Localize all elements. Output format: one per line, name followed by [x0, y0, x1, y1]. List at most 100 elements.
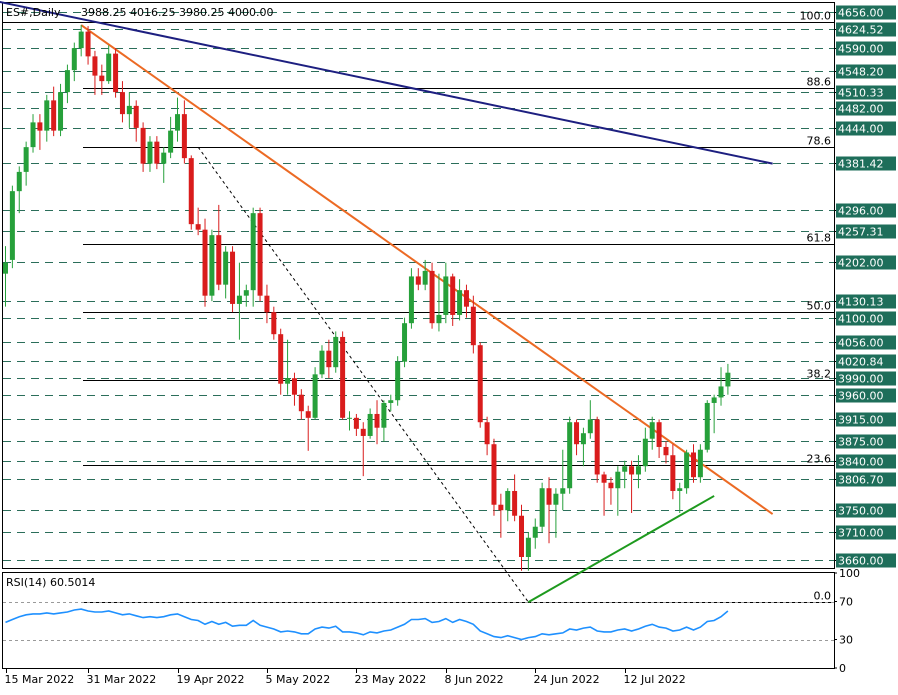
candle	[140, 122, 146, 172]
candle	[99, 64, 105, 95]
candle-body-bull	[58, 92, 64, 131]
candle-body-bull	[457, 290, 463, 315]
candle-body-bear	[202, 229, 208, 296]
price-label: 4656.00	[838, 7, 884, 20]
candle	[629, 460, 635, 513]
candle-body-bear	[463, 290, 469, 307]
candle	[725, 363, 731, 395]
candle	[663, 441, 669, 464]
candle-body-bull	[567, 422, 573, 489]
price-label-box	[836, 121, 896, 136]
candle	[147, 136, 153, 172]
candle-body-bull	[161, 152, 167, 164]
candle	[684, 449, 690, 494]
candle	[257, 207, 263, 302]
candle-body-bull	[718, 386, 724, 398]
candle-body-bull	[168, 130, 174, 153]
candle	[546, 477, 552, 544]
candle	[312, 367, 318, 420]
price-label-box	[836, 156, 896, 171]
candle	[9, 185, 15, 269]
candle	[484, 416, 490, 456]
price-label: 3960.00	[838, 390, 884, 403]
candle-body-bear	[291, 378, 297, 395]
candle-body-bull	[622, 466, 628, 472]
candle-body-bull	[16, 171, 22, 192]
candle	[470, 295, 476, 354]
candle	[635, 455, 641, 489]
candle	[168, 116, 174, 159]
candle	[580, 427, 586, 467]
candle-body-bear	[298, 394, 304, 412]
rsi-title: RSI(14) 60.5014	[6, 576, 95, 589]
price-label-box	[836, 255, 896, 270]
candle	[601, 471, 607, 516]
candle	[16, 166, 22, 214]
candle	[704, 400, 710, 453]
candle-body-bear	[37, 122, 43, 131]
candle-body-bear	[278, 334, 284, 384]
candle	[553, 488, 559, 538]
x-tick-label: 12 Jul 2022	[624, 673, 686, 686]
candle-body-bear	[326, 350, 332, 368]
candle	[539, 482, 545, 533]
candle	[532, 518, 538, 549]
candle-body-bull	[106, 53, 112, 82]
candle-body-bull	[408, 276, 414, 324]
price-label: 4624.52	[838, 24, 884, 37]
price-label: 3915.00	[838, 414, 884, 427]
candle-body-bear	[340, 336, 346, 418]
candle	[51, 86, 57, 137]
price-label: 4510.33	[838, 87, 884, 100]
candle	[498, 493, 504, 538]
candle	[367, 408, 373, 439]
candle-body-bull	[285, 378, 291, 384]
x-tick-label: 8 Jun 2022	[445, 673, 504, 686]
candle	[574, 419, 580, 456]
candle-body-bull	[78, 31, 84, 49]
candle	[360, 422, 366, 477]
candle-body-bull	[525, 537, 531, 557]
candle	[126, 92, 132, 128]
candle-body-bull	[3, 262, 8, 274]
price-label: 4444.00	[838, 123, 884, 136]
price-label: 4381.42	[838, 158, 884, 171]
rsi-panel-frame	[2, 572, 835, 669]
candle	[422, 259, 428, 291]
candle-body-bull	[23, 147, 29, 172]
price-label: 3875.00	[838, 436, 884, 449]
fib-label: 50.0	[807, 300, 832, 313]
candle	[381, 400, 387, 442]
candle	[697, 444, 703, 483]
price-label-box	[836, 224, 896, 239]
candle-body-bear	[691, 452, 696, 478]
candle	[491, 438, 497, 516]
candle-body-bull	[711, 397, 717, 403]
price-label: 4548.20	[838, 66, 884, 79]
candle-body-bull	[725, 372, 731, 387]
candle-body-bear	[230, 251, 236, 304]
candle-body-bear	[574, 422, 580, 445]
candle	[656, 419, 662, 458]
candle-body-bear	[629, 466, 635, 475]
candle	[223, 246, 229, 299]
x-tick-label: 19 Apr 2022	[177, 673, 245, 686]
candle	[92, 50, 98, 95]
price-label-box	[836, 503, 896, 518]
x-tick-label: 23 May 2022	[355, 673, 427, 686]
candle	[64, 64, 70, 104]
price-label-box	[836, 85, 896, 100]
price-label: 4202.00	[838, 257, 884, 270]
candle-body-bull	[64, 70, 70, 93]
x-tick-label: 24 Jun 2022	[534, 673, 600, 686]
candle-body-bull	[553, 493, 559, 505]
candle	[429, 262, 435, 329]
candle-body-bull	[250, 213, 256, 291]
price-label-box	[836, 525, 896, 540]
price-label: 4020.84	[838, 356, 884, 369]
fib-label: 0.0	[814, 590, 832, 603]
candle	[402, 317, 408, 368]
price-label: 4130.13	[838, 296, 884, 309]
price-label-box	[836, 335, 896, 350]
